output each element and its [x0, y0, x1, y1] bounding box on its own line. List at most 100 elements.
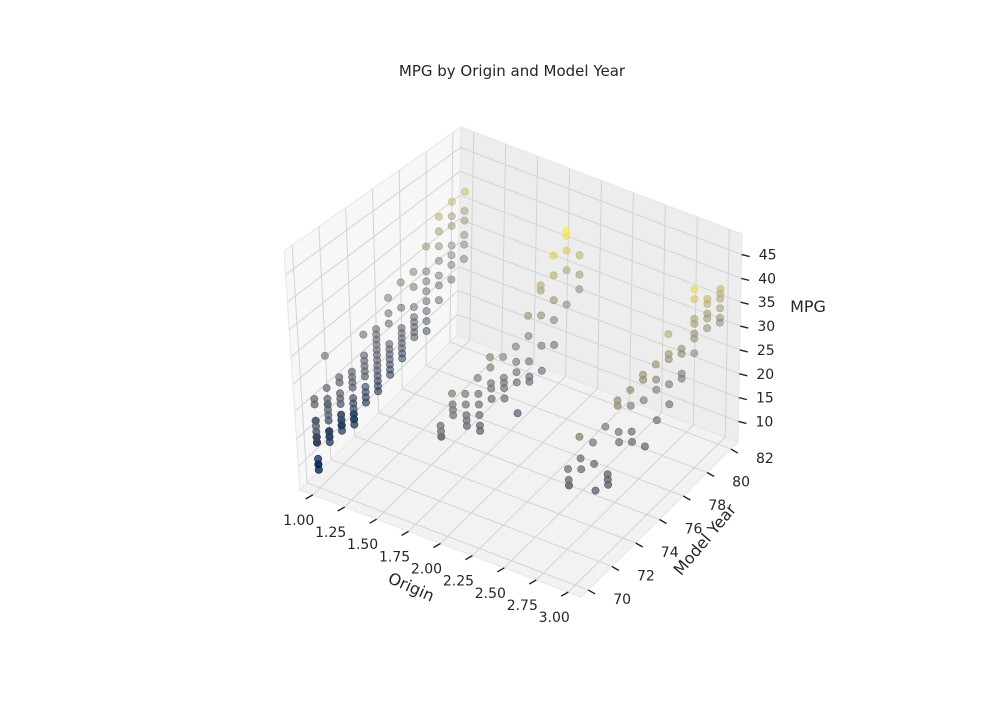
data-point [423, 327, 430, 334]
z-tick-label: 45 [759, 248, 777, 264]
data-point [691, 286, 698, 293]
data-point [361, 352, 368, 359]
data-point [448, 213, 455, 220]
data-point [410, 268, 417, 275]
data-point [460, 255, 467, 262]
data-point [538, 367, 545, 374]
x-tick-label: 2.25 [443, 574, 474, 590]
data-point [337, 395, 344, 402]
z-tick-label: 15 [756, 391, 774, 407]
data-point [627, 387, 634, 394]
data-point [564, 465, 571, 472]
data-point [576, 286, 583, 293]
data-point [385, 294, 392, 301]
data-point [514, 410, 521, 417]
data-point [423, 288, 430, 295]
x-tick-label: 1.25 [315, 525, 346, 541]
data-point [640, 397, 647, 404]
data-point [628, 428, 635, 435]
data-point [691, 296, 698, 303]
x-tick-mark [465, 556, 472, 560]
data-point [361, 373, 368, 380]
data-point [525, 333, 532, 340]
data-point [488, 395, 495, 402]
z-tick-label: 20 [756, 367, 774, 383]
data-point [410, 283, 417, 290]
data-point [313, 439, 320, 446]
x-tick-label: 2.00 [411, 562, 442, 578]
z-tick-label: 30 [757, 319, 775, 335]
data-point [398, 304, 405, 311]
data-point [576, 252, 583, 259]
data-point [628, 438, 635, 445]
data-point [338, 427, 345, 434]
data-point [448, 261, 455, 268]
x-tick-label: 1.50 [347, 537, 378, 553]
data-point [410, 304, 417, 311]
data-point [591, 460, 598, 467]
data-point [652, 361, 659, 368]
data-point [653, 417, 660, 424]
x-tick-mark [402, 531, 409, 535]
data-point [563, 247, 570, 254]
data-point [641, 443, 648, 450]
x-tick-mark [370, 519, 377, 523]
data-point [351, 416, 358, 423]
z-tick-label: 10 [755, 414, 773, 430]
data-point [323, 385, 330, 392]
data-point [461, 241, 468, 248]
data-point [563, 227, 570, 234]
data-point [578, 466, 585, 473]
data-point [589, 439, 596, 446]
x-tick-mark [434, 544, 441, 548]
y-tick-mark [588, 590, 595, 594]
data-point [615, 428, 622, 435]
data-point [326, 433, 333, 440]
z-tick-mark [739, 398, 747, 400]
x-tick-label: 1.75 [379, 549, 410, 565]
data-point [461, 188, 468, 195]
data-point [435, 213, 442, 220]
data-point [716, 319, 723, 326]
data-point [311, 401, 318, 408]
data-point [461, 231, 468, 238]
data-point [704, 310, 711, 317]
data-point [448, 242, 455, 249]
data-point [324, 406, 331, 413]
data-point [513, 358, 520, 365]
z-tick-mark [738, 421, 746, 423]
data-point [423, 308, 430, 315]
data-point [350, 400, 357, 407]
data-point [627, 402, 634, 409]
data-point [423, 268, 430, 275]
data-point [461, 207, 468, 214]
data-point [500, 374, 507, 381]
data-point [704, 325, 711, 332]
data-point [385, 320, 392, 327]
data-point [375, 388, 382, 395]
data-point [385, 310, 392, 317]
data-point [487, 380, 494, 387]
data-point [373, 326, 380, 333]
chart-title: MPG by Origin and Model Year [399, 62, 626, 80]
data-point [512, 343, 519, 350]
data-point [563, 267, 570, 274]
data-point [666, 381, 673, 388]
data-point [324, 395, 331, 402]
z-tick-mark [742, 255, 750, 257]
data-point [398, 324, 405, 331]
data-point [576, 433, 583, 440]
data-point [538, 312, 545, 319]
data-point [525, 312, 532, 319]
y-tick-mark [636, 543, 643, 547]
data-point [399, 355, 406, 362]
data-point [678, 350, 685, 357]
data-point [448, 276, 455, 283]
x-tick-label: 2.75 [507, 598, 538, 614]
data-point [423, 318, 430, 325]
y-tick-mark [660, 520, 667, 524]
data-point [423, 298, 430, 305]
data-point [477, 427, 484, 434]
data-point [500, 353, 507, 360]
data-point [614, 397, 621, 404]
